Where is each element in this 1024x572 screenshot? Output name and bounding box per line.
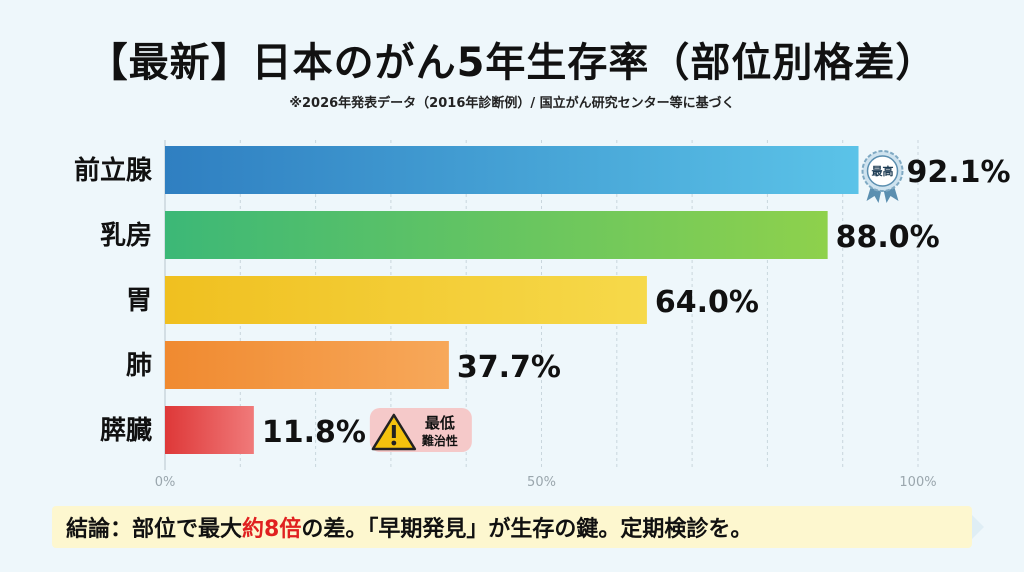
award-badge-icon: 最高 [861, 150, 904, 203]
category-label: 前立腺 [74, 155, 153, 186]
value-label: 64.0% [655, 285, 759, 320]
conclusion-prefix: 結論：部位で最大 [66, 517, 243, 542]
value-label: 92.1% [907, 155, 1011, 190]
x-tick-label: 50% [527, 475, 556, 490]
warning-text-line1: 最低 [425, 414, 455, 432]
category-label: 乳房 [100, 221, 152, 251]
warning-icon-dot [391, 440, 397, 446]
warning-text-line2: 難治性 [422, 433, 458, 448]
bar [165, 341, 449, 389]
value-label: 11.8% [262, 415, 366, 450]
chart-title: 【最新】日本のがん5年生存率（部位別格差） [87, 40, 937, 86]
value-label: 37.7% [457, 350, 561, 385]
conclusion-suffix: の差。「早期発見」が生存の鍵。定期検診を。 [301, 517, 753, 542]
x-tick-label: 0% [155, 475, 176, 490]
warning-icon-bar [391, 425, 396, 438]
x-tick-label: 100% [899, 475, 936, 490]
conclusion-highlight: 約8倍 [242, 517, 302, 542]
category-label: 胃 [126, 286, 152, 316]
category-label: 肺 [126, 351, 152, 381]
value-label: 88.0% [836, 220, 940, 255]
bar [165, 406, 254, 454]
conclusion-banner: 結論：部位で最大 約8倍 の差。「早期発見」が生存の鍵。定期検診を。 [52, 506, 972, 548]
chart-subtitle: ※2026年発表データ（2016年診断例）/ 国立がん研究センター等に基づく [289, 96, 735, 111]
badge-text: 最高 [872, 164, 894, 178]
bar [165, 146, 859, 194]
category-label: 膵臓 [100, 416, 152, 446]
next-arrow-icon [972, 515, 984, 539]
bar [165, 211, 828, 259]
badge-center [866, 155, 899, 187]
bar [165, 276, 647, 324]
